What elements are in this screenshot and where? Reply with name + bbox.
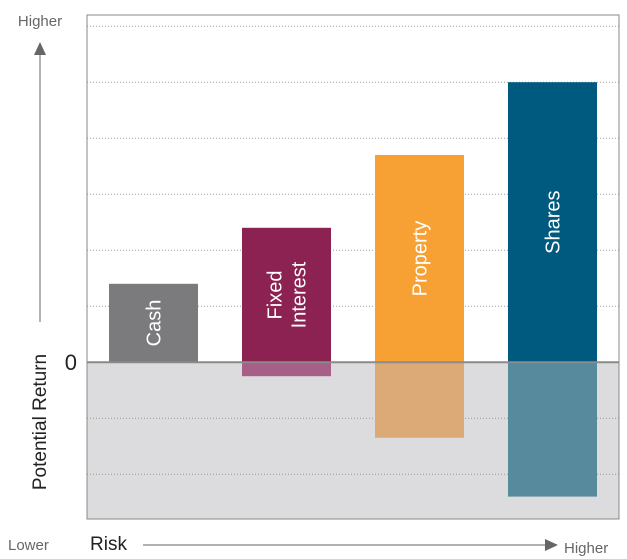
y-axis-top-label: Higher bbox=[18, 13, 62, 30]
bar-fixed-interest-positive bbox=[242, 227, 331, 363]
bar-property-negative bbox=[375, 362, 464, 438]
x-axis-label: Risk bbox=[90, 534, 127, 555]
bar-shares-negative bbox=[508, 362, 597, 497]
y-axis-label: Potential Return bbox=[30, 354, 51, 490]
bar-label-shares: Shares bbox=[543, 191, 565, 254]
bar-label-property: Property bbox=[410, 221, 432, 297]
bar-label-fixed-interest: Fixed Interest bbox=[265, 261, 311, 328]
bar-property-positive bbox=[375, 155, 464, 363]
bar-fixed-interest-negative bbox=[242, 362, 331, 377]
bar-cash-positive bbox=[109, 283, 198, 363]
bar-shares-positive bbox=[508, 82, 597, 363]
y-axis-arrow-head bbox=[34, 42, 46, 55]
bar-label-cash: Cash bbox=[144, 300, 166, 347]
x-axis-arrow-head bbox=[545, 539, 558, 551]
x-axis-right-label: Higher bbox=[564, 540, 608, 557]
bars: Cash Fixed Interest Property Shares bbox=[109, 82, 597, 497]
plot-frame bbox=[86, 14, 620, 520]
zero-tick-label: 0 bbox=[65, 350, 77, 375]
x-axis-left-label: Lower bbox=[8, 537, 49, 554]
